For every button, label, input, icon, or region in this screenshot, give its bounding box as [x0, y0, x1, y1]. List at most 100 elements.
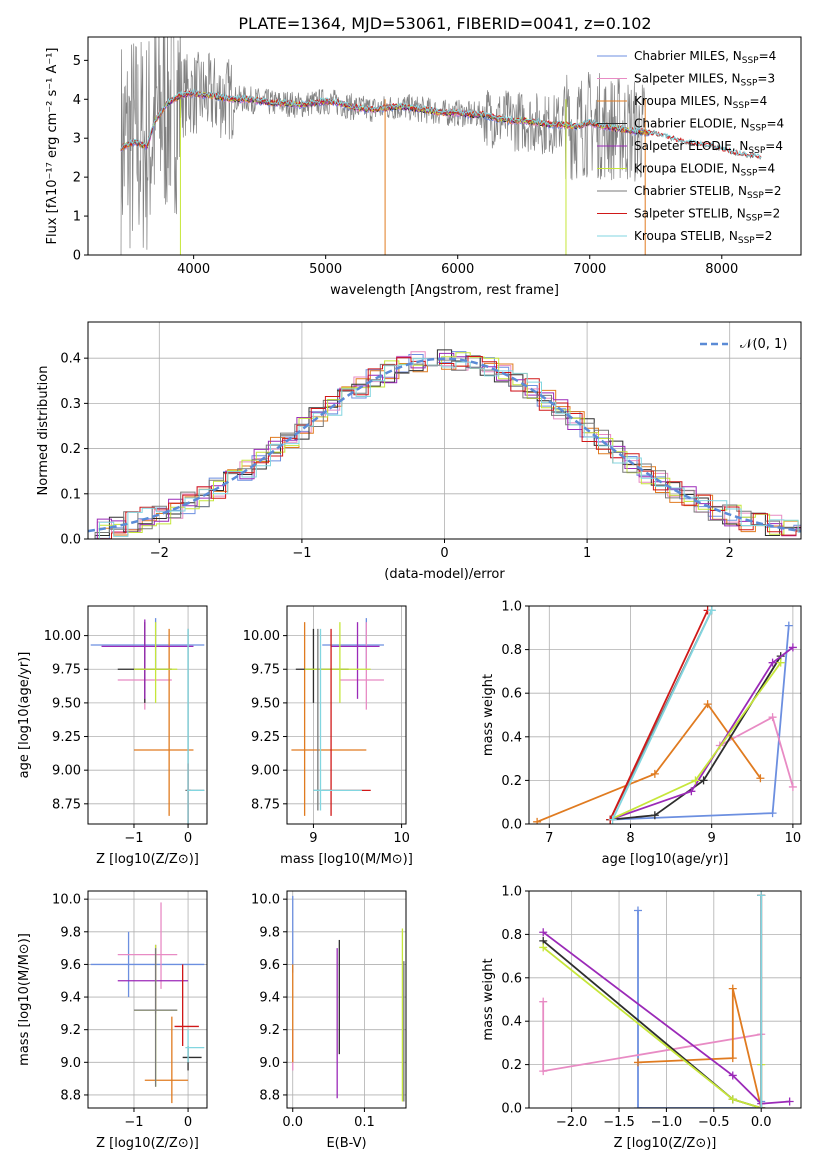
weight-marker: [699, 776, 708, 785]
y-axis-label: Flux [fλ10⁻¹⁷ erg cm⁻² s⁻¹ A⁻¹]: [45, 48, 60, 245]
weight-marker: [703, 700, 712, 709]
y-tick-label: 0.0: [501, 818, 522, 833]
weight-marker: [768, 658, 777, 667]
chart-residuals: 𝒩(0, 1) −2 −1 0 1 2 0.0 0.1 0.2 0.3 0.4 (data-model…: [36, 321, 802, 582]
model-spectrum: [120, 88, 762, 159]
x-axis-label: mass [log10(M/M⊙)]: [280, 852, 413, 867]
x-tick-label: 0.1: [354, 1115, 375, 1130]
plot-area: [90, 618, 205, 824]
y-tick-label: 9.6: [259, 958, 280, 973]
error-cross: [339, 622, 384, 710]
weight-marker: [788, 643, 797, 652]
weight-marker: [633, 1104, 642, 1108]
gaussian-curve: [88, 357, 801, 533]
plot-area: [292, 895, 405, 1102]
x-tick-label: 10: [393, 831, 410, 846]
weight-line: [542, 1001, 762, 1073]
y-axis-label: Normed distribution: [36, 366, 51, 496]
y-tick-label: 8.75: [52, 797, 81, 812]
legend-label: 𝒩(0, 1): [740, 337, 787, 352]
x-axis-label: Z [log10(Z/Z⊙)]: [96, 1136, 199, 1151]
y-axis-label: mass weight: [481, 958, 496, 1040]
y-tick-label: 4: [73, 93, 81, 108]
x-tick-label: −2.0: [556, 1115, 588, 1130]
y-tick-label: 9.0: [259, 1056, 280, 1071]
y-tick-label: 9.25: [251, 730, 280, 745]
y-tick-label: 9.8: [259, 925, 280, 940]
error-cross: [322, 628, 371, 816]
axes-frame: [87, 605, 208, 825]
x-tick-label: 0.0: [282, 1115, 303, 1130]
residual-histogram: [98, 362, 801, 539]
x-tick-label: −0.5: [698, 1115, 730, 1130]
x-tick-label: 7000: [573, 262, 606, 277]
y-tick-label: 1.0: [501, 600, 522, 615]
weight-marker: [728, 1054, 737, 1063]
axes-frame: [87, 36, 802, 256]
y-tick-label: 1: [73, 210, 81, 225]
weight-marker: [728, 984, 737, 993]
weight-marker: [768, 809, 777, 818]
error-cross: [186, 628, 205, 824]
y-tick-label: 10.0: [251, 893, 280, 908]
chart-mass_weight_vs_age: 7 8 9 10 0.0 0.2 0.4 0.6 0.8 1.0 age [log10(age/yr…: [481, 600, 802, 867]
chart-spectrum: Chabrier MILES, NSSP=4 Salpeter MILES, NS…: [45, 36, 802, 298]
weight-marker: [633, 1058, 642, 1067]
weight-line: [542, 946, 763, 1108]
y-tick-label: 9.2: [259, 1023, 280, 1038]
weight-line: [536, 702, 762, 823]
y-tick-label: 8.8: [259, 1088, 280, 1103]
x-tick-label: 7: [545, 831, 553, 846]
x-tick-label: 9: [708, 831, 716, 846]
chart-mass_vs_EBV: 0.0 0.1 8.8 9.0 9.2 9.4 9.6 9.8 10.0 E(B-V): [251, 890, 407, 1151]
error-cross: [133, 948, 178, 1087]
weight-marker: [539, 943, 548, 952]
x-tick-label: 10: [785, 831, 802, 846]
y-tick-label: 3: [73, 132, 81, 147]
error-cross: [117, 902, 178, 989]
residual-histogram: [96, 356, 801, 539]
weight-marker: [728, 1071, 737, 1080]
weight-marker: [757, 1104, 766, 1108]
y-tick-label: 10.0: [52, 893, 81, 908]
error-cross: [295, 628, 349, 703]
axes-frame: [286, 605, 407, 825]
y-tick-label: 0.0: [60, 533, 81, 548]
chart-age_vs_mass: 9 10 8.75 9.00 9.25 9.50 9.75 10.00 mass [log10(…: [243, 605, 413, 867]
error-cross: [304, 622, 371, 703]
error-cross: [133, 622, 178, 703]
y-tick-label: 0.1: [60, 487, 81, 502]
weight-marker: [539, 997, 548, 1006]
weight-marker: [691, 776, 700, 785]
y-tick-label: 9.50: [251, 696, 280, 711]
weight-marker: [707, 606, 716, 615]
x-tick-label: −1: [124, 831, 143, 846]
legend-label: Chabrier STELIB, NSSP=2: [634, 184, 782, 201]
y-tick-label: 0.3: [60, 397, 81, 412]
y-tick-label: 9.0: [60, 1056, 81, 1071]
y-tick-label: 9.8: [60, 925, 81, 940]
error-cross: [331, 622, 380, 699]
legend-label: Salpeter ELODIE, NSSP=4: [634, 139, 783, 156]
error-cross: [313, 628, 332, 811]
y-tick-label: 1.0: [501, 885, 522, 900]
y-tick-label: 0.6: [501, 687, 522, 702]
x-tick-label: −1.5: [603, 1115, 635, 1130]
y-tick-label: 0.4: [501, 1015, 522, 1030]
error-cross: [144, 1016, 189, 1104]
legend-label: Chabrier MILES, NSSP=4: [634, 49, 776, 66]
plot-area: [291, 618, 384, 816]
weight-marker: [650, 811, 659, 820]
x-tick-label: −2: [150, 546, 169, 561]
weight-line: [542, 931, 790, 1105]
weight-marker: [776, 658, 785, 667]
legend-label: Salpeter STELIB, NSSP=2: [634, 207, 780, 224]
legend-label: Kroupa MILES, NSSP=4: [634, 94, 767, 111]
y-tick-label: 0.0: [501, 1102, 522, 1117]
x-tick-label: 1: [583, 546, 591, 561]
plot-area: [88, 349, 801, 539]
x-tick-label: 2: [726, 546, 734, 561]
y-tick-label: 9.00: [52, 764, 81, 779]
weight-marker: [785, 1097, 794, 1106]
